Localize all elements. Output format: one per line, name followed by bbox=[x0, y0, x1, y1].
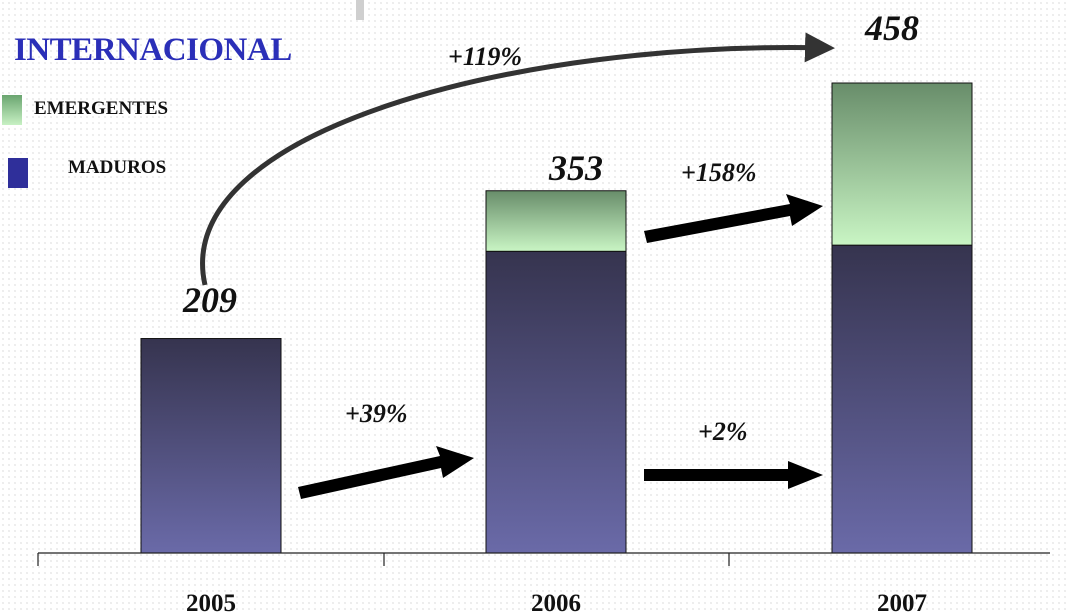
growth-label-2006-2007-maduros: +2% bbox=[698, 417, 747, 446]
growth-arrow-2006-2007-maduros bbox=[644, 461, 823, 489]
legend-label-maduros: MADUROS bbox=[68, 157, 167, 178]
growth-label-2006-2007-emergentes: +158% bbox=[681, 158, 756, 187]
bar-emergentes-2007 bbox=[831, 82, 973, 246]
legend-swatch-emergentes bbox=[2, 95, 22, 125]
bar-emergentes-2006 bbox=[485, 190, 627, 252]
x-tick-label-2007: 2007 bbox=[877, 590, 927, 613]
legend-label-emergentes: EMERGENTES bbox=[34, 98, 169, 119]
bar-maduros-2005 bbox=[140, 338, 282, 554]
chart-title: INTERNACIONAL bbox=[14, 32, 292, 68]
total-label-2006: 353 bbox=[548, 148, 603, 188]
legend-swatch-maduros bbox=[8, 158, 28, 188]
total-label-2005: 209 bbox=[182, 280, 237, 320]
growth-label-total: +119% bbox=[448, 42, 522, 71]
growth-label-2005-2006-maduros: +39% bbox=[345, 399, 407, 428]
total-growth-arrow bbox=[200, 32, 835, 286]
bar-maduros-2007 bbox=[831, 244, 973, 554]
slide-top-marker bbox=[356, 0, 364, 20]
x-tick-label-2006: 2006 bbox=[531, 590, 581, 613]
growth-arrow-2006-2007-emergentes bbox=[644, 194, 823, 243]
growth-arrow-2005-2006-maduros bbox=[298, 446, 474, 499]
x-tick-label-2005: 2005 bbox=[186, 590, 236, 613]
bar-maduros-2006 bbox=[485, 250, 627, 554]
total-label-2007: 458 bbox=[864, 8, 919, 48]
